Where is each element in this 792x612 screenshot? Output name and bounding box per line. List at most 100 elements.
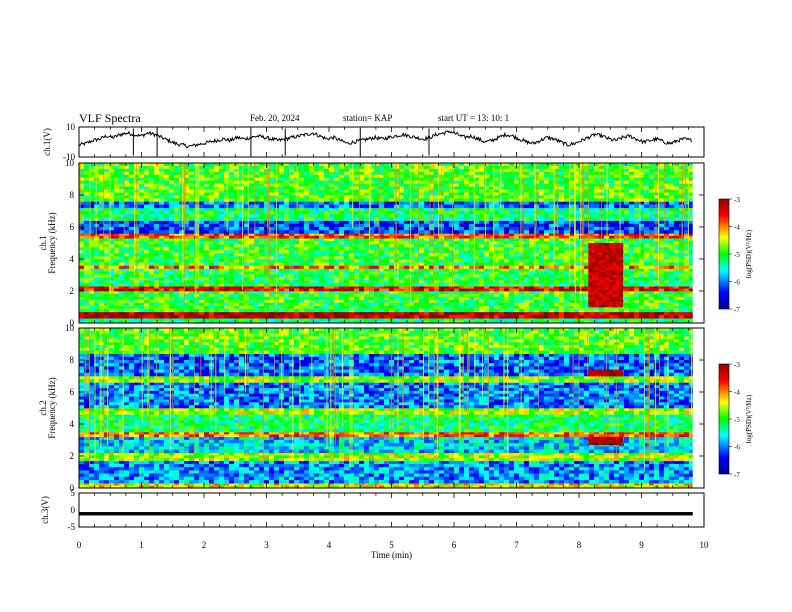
spectro-cell (94, 247, 100, 251)
spectro-cell (309, 280, 315, 284)
spectro-cell (264, 227, 270, 231)
spectro-cell (349, 244, 355, 248)
spectro-cell (379, 259, 385, 263)
spectro-cell (174, 262, 180, 266)
spectro-cell (339, 211, 345, 215)
spectro-cell (494, 296, 500, 301)
spectro-cell (89, 217, 95, 221)
spectro-cell (459, 256, 465, 260)
spectro-cell (174, 253, 180, 257)
spectro-cell (84, 265, 90, 269)
spectro-cell (399, 308, 405, 313)
spectro-cell (139, 308, 145, 313)
spectro-cell (214, 220, 220, 225)
spectro-cell (184, 271, 190, 275)
spectro-cell (549, 305, 555, 310)
spectro-cell (104, 256, 110, 260)
spectro-cell (149, 274, 155, 278)
spectro-cell (504, 302, 510, 307)
spectro-cell (119, 315, 125, 319)
spectro-cell (164, 244, 170, 248)
spectro-cell (404, 235, 410, 239)
spectro-cell (299, 296, 305, 301)
spectro-cell (334, 207, 340, 212)
spectro-cell (689, 211, 695, 215)
spectro-cell (534, 262, 540, 266)
spectro-cell (139, 235, 145, 239)
spectro-cell (619, 217, 625, 221)
spectro-cell (544, 315, 550, 319)
spectro-cell (244, 235, 250, 239)
spectro-cell (689, 315, 695, 319)
spectro-cell (79, 214, 85, 218)
spectro-cell (594, 235, 600, 239)
spectro-cell (289, 214, 295, 218)
spectro-cell (234, 220, 240, 225)
spectro-cell (644, 315, 650, 319)
spectro-cell (474, 247, 480, 251)
spectro-cell (114, 283, 120, 287)
spectro-cell (199, 271, 205, 275)
spectro-cell (379, 247, 385, 251)
spectro-cell (269, 238, 275, 242)
spectro-cell (474, 211, 480, 215)
spectro-cell (359, 305, 365, 310)
spectro-cell (474, 277, 480, 281)
spectro-cell (369, 305, 375, 310)
spectro-cell (414, 271, 420, 275)
spectro-cell (229, 256, 235, 260)
spectro-cell (304, 318, 310, 321)
spectro-cell (494, 262, 500, 266)
spectro-cell (574, 318, 580, 321)
spectro-cell (659, 315, 665, 319)
spectro-cell (584, 271, 590, 275)
spectro-cell (519, 288, 525, 292)
spectro-cell (664, 256, 670, 260)
spectro-cell (324, 283, 330, 287)
spectro-cell (534, 250, 540, 254)
spectro-cell (84, 214, 90, 218)
spectro-cell (239, 305, 245, 310)
spectro-cell (564, 302, 570, 307)
spectro-cell (249, 244, 255, 248)
spectro-cell (624, 288, 630, 292)
spectro-cell (524, 220, 530, 225)
spectro-cell (659, 311, 665, 316)
spectro-cell (669, 271, 675, 275)
spectro-cell (524, 227, 530, 231)
spectro-cell (144, 302, 150, 307)
spectro-cell (279, 217, 285, 221)
spectro-cell (409, 265, 415, 269)
spectro-cell (254, 288, 260, 292)
spectro-cell (189, 277, 195, 281)
spectro-cell (119, 250, 125, 254)
spectro-cell (189, 286, 195, 289)
spectro-cell (329, 265, 335, 269)
spectro-cell (159, 296, 165, 301)
spectro-cell (564, 233, 570, 237)
spectro-cell (164, 308, 170, 313)
spectro-cell (459, 291, 465, 295)
spectro-cell (669, 308, 675, 313)
spectro-cell (574, 305, 580, 310)
spectro-cell (109, 217, 115, 221)
spectro-cell (389, 235, 395, 239)
spectro-cell (114, 271, 120, 275)
spectro-cell (84, 227, 90, 231)
spectro-cell (639, 259, 645, 263)
spectro-cell (504, 214, 510, 218)
spectro-cell (464, 274, 470, 278)
spectro-cell (144, 256, 150, 260)
spectro-cell (164, 296, 170, 301)
spectro-cell (489, 302, 495, 307)
spectro-cell (389, 220, 395, 225)
spectro-cell (114, 293, 120, 298)
spectro-cell (184, 286, 190, 289)
spectro-cell (414, 288, 420, 292)
spectro-cell (409, 235, 415, 239)
spectro-cell (424, 274, 430, 278)
spectro-cell (164, 311, 170, 316)
spectro-cell (474, 271, 480, 275)
spectro-cell (109, 259, 115, 263)
spectro-cell (444, 244, 450, 248)
